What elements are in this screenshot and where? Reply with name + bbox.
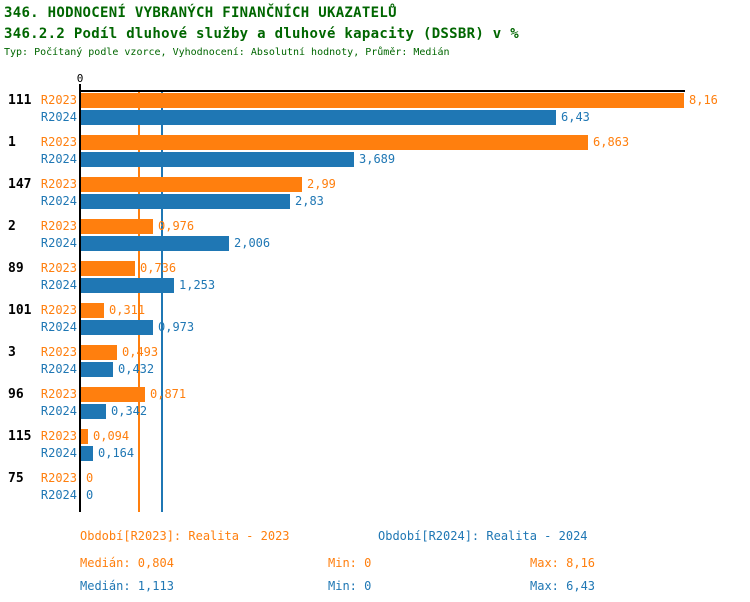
chart-meta-line: Typ: Počítaný podle vzorce, Vyhodnocení:…: [4, 47, 450, 58]
bar-value-label: 0,311: [109, 303, 146, 317]
series-label-r2023: R2023: [40, 219, 77, 233]
bar-r2023: [81, 345, 117, 360]
series-label-r2024: R2024: [40, 488, 77, 502]
axis-zero-label: 0: [76, 72, 84, 85]
period-label-r2024: Období[R2024]: Realita - 2024: [378, 529, 588, 543]
bar-value-label: 0,164: [98, 446, 135, 460]
report-title: 346. HODNOCENÍ VYBRANÝCH FINANČNÍCH UKAZ…: [4, 5, 397, 21]
bar-value-label: 0,342: [111, 404, 148, 418]
category-label: 96: [8, 387, 24, 402]
median-stat-r2023: Medián: 0,804: [80, 556, 174, 570]
series-label-r2023: R2023: [40, 387, 77, 401]
series-label-r2024: R2024: [40, 110, 77, 124]
bar-value-label: 0: [86, 471, 94, 485]
bar-r2024: [81, 446, 93, 461]
series-label-r2024: R2024: [40, 236, 77, 250]
bar-r2023: [81, 135, 588, 150]
max-stat-r2024: Max: 6,43: [530, 579, 596, 593]
series-label-r2023: R2023: [40, 471, 77, 485]
chart-title: 346.2.2 Podíl dluhové služby a dluhové k…: [4, 26, 519, 42]
bar-value-label: 8,16: [689, 93, 718, 107]
category-label: 147: [8, 177, 32, 192]
bar-r2024: [81, 110, 556, 125]
bar-r2023: [81, 261, 135, 276]
median-line-r2023: [138, 92, 141, 512]
bar-value-label: 0: [86, 488, 94, 502]
series-label-r2023: R2023: [40, 345, 77, 359]
series-label-r2024: R2024: [40, 194, 77, 208]
bar-r2023: [81, 387, 145, 402]
series-label-r2023: R2023: [40, 261, 77, 275]
bar-r2023: [81, 303, 104, 318]
bar-r2023: [81, 219, 153, 234]
bar-r2024: [81, 404, 106, 419]
bar-r2024: [81, 194, 290, 209]
bar-value-label: 6,863: [593, 135, 630, 149]
y-axis-line: [79, 91, 81, 512]
median-line-r2024: [161, 92, 164, 512]
median-stat-r2024: Medián: 1,113: [80, 579, 174, 593]
category-label: 115: [8, 429, 32, 444]
max-stat-r2023: Max: 8,16: [530, 556, 596, 570]
series-label-r2024: R2024: [40, 320, 77, 334]
bar-value-label: 2,006: [234, 236, 271, 250]
series-label-r2023: R2023: [40, 303, 77, 317]
series-label-r2024: R2024: [40, 152, 77, 166]
bar-r2024: [81, 152, 354, 167]
bar-value-label: 2,99: [307, 177, 336, 191]
bar-value-label: 0,432: [118, 362, 155, 376]
bar-r2024: [81, 278, 174, 293]
series-label-r2023: R2023: [40, 429, 77, 443]
bar-value-label: 3,689: [359, 152, 396, 166]
series-label-r2024: R2024: [40, 404, 77, 418]
category-label: 3: [8, 345, 16, 360]
bar-r2024: [81, 362, 113, 377]
category-label: 111: [8, 93, 32, 108]
bar-value-label: 0,493: [122, 345, 159, 359]
bar-r2023: [81, 177, 302, 192]
bar-r2024: [81, 320, 153, 335]
x-axis-line: [79, 90, 685, 92]
category-label: 75: [8, 471, 24, 486]
bar-r2023: [81, 429, 88, 444]
series-label-r2024: R2024: [40, 362, 77, 376]
bar-value-label: 0,094: [93, 429, 130, 443]
bar-r2023: [81, 93, 684, 108]
bar-value-label: 0,973: [158, 320, 195, 334]
bar-value-label: 0,871: [150, 387, 187, 401]
series-label-r2023: R2023: [40, 135, 77, 149]
bar-r2024: [81, 236, 229, 251]
bar-value-label: 2,83: [295, 194, 324, 208]
period-label-r2023: Období[R2023]: Realita - 2023: [80, 529, 290, 543]
bar-value-label: 0,976: [158, 219, 195, 233]
min-stat-r2023: Min: 0: [328, 556, 372, 570]
bar-value-label: 0,736: [140, 261, 177, 275]
series-label-r2024: R2024: [40, 278, 77, 292]
series-label-r2023: R2023: [40, 93, 77, 107]
series-label-r2024: R2024: [40, 446, 77, 460]
axis-tick: [79, 84, 81, 90]
bar-value-label: 6,43: [561, 110, 590, 124]
min-stat-r2024: Min: 0: [328, 579, 372, 593]
category-label: 1: [8, 135, 16, 150]
category-label: 101: [8, 303, 32, 318]
category-label: 89: [8, 261, 24, 276]
category-label: 2: [8, 219, 16, 234]
series-label-r2023: R2023: [40, 177, 77, 191]
bar-value-label: 1,253: [179, 278, 216, 292]
